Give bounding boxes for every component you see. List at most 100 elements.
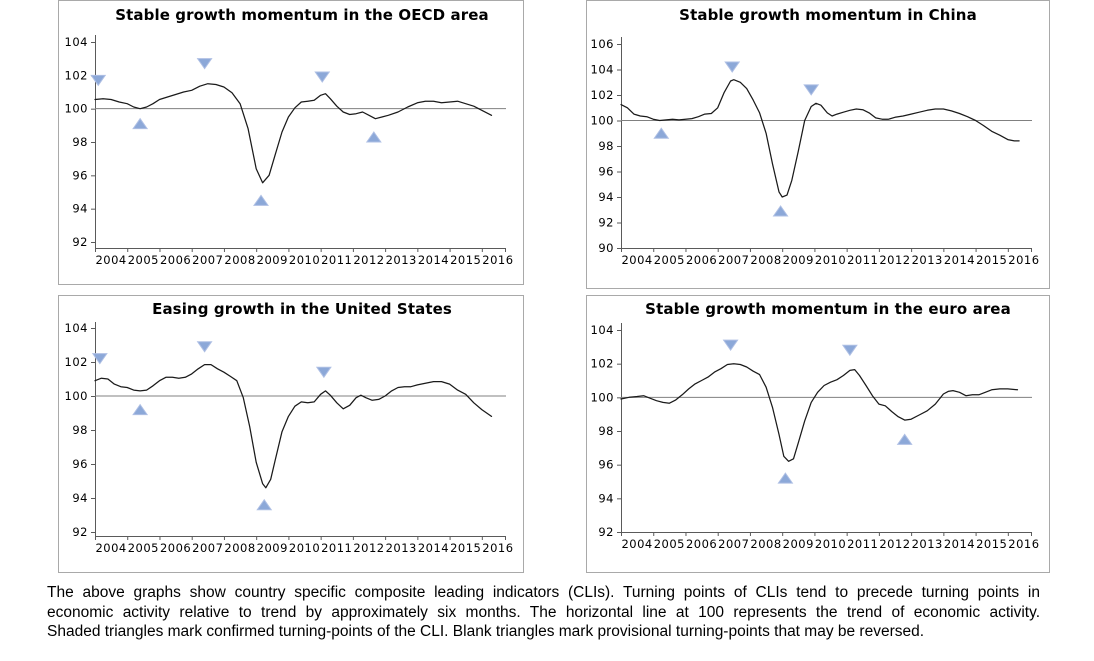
- turning-point-up-marker: [772, 205, 789, 217]
- chart-title-oecd: Stable growth momentum in the OECD area: [115, 6, 489, 24]
- x-tick-label: 2005: [128, 253, 159, 267]
- chart-title-china: Stable growth momentum in China: [679, 6, 977, 24]
- x-tick-label: 2006: [686, 537, 717, 551]
- y-tick-label: 92: [72, 235, 88, 249]
- chart-title-euro-area: Stable growth momentum in the euro area: [645, 300, 1011, 318]
- turning-point-down-marker: [196, 58, 213, 70]
- x-tick-label: 2010: [815, 537, 846, 551]
- turning-point-up-marker: [253, 194, 269, 206]
- x-tick-label: 2008: [224, 253, 255, 267]
- footnote-line-2: economic activity relative to trend by a…: [47, 603, 1040, 621]
- turning-point-up-marker: [132, 117, 149, 130]
- x-tick-label: 2015: [450, 253, 481, 267]
- x-tick-label: 2014: [944, 253, 975, 267]
- y-tick-label: 98: [72, 135, 88, 149]
- turning-point-down-marker: [91, 353, 108, 365]
- y-tick-label: 100: [591, 390, 614, 404]
- x-tick-label: 2008: [224, 541, 255, 555]
- x-tick-label: 2014: [944, 537, 975, 551]
- y-tick-label: 102: [591, 357, 614, 371]
- y-tick-label: 104: [591, 63, 614, 77]
- x-tick-label: 2008: [750, 537, 781, 551]
- x-tick-label: 2004: [95, 253, 126, 267]
- y-tick-label: 100: [591, 114, 614, 128]
- chart-plot-oecd: 92 94 96 98 100 102 104 2004 2005 2006 2007 2008 200…: [65, 35, 513, 267]
- cli-line: [94, 363, 493, 489]
- y-tick-label: 104: [65, 35, 88, 49]
- turning-point-down-marker: [314, 71, 331, 83]
- turning-point-down-marker: [90, 74, 107, 87]
- x-tick-label: 2012: [353, 541, 384, 555]
- x-tick-label: 2005: [654, 537, 685, 551]
- y-tick-label: 94: [72, 491, 88, 505]
- cli-line: [94, 83, 493, 184]
- turning-point-down-marker: [196, 341, 213, 353]
- x-tick-label: 2012: [879, 253, 910, 267]
- y-tick-label: 96: [598, 165, 614, 179]
- x-tick-label: 2007: [192, 541, 223, 555]
- x-tick-label: 2010: [289, 541, 320, 555]
- y-tick-label: 102: [591, 88, 614, 102]
- x-tick-label: 2010: [289, 253, 320, 267]
- x-tick-label: 2006: [686, 253, 717, 267]
- y-tick-label: 96: [72, 168, 88, 182]
- y-tick-label: 90: [598, 241, 614, 255]
- x-tick-label: 2004: [95, 541, 126, 555]
- x-tick-label: 2013: [386, 541, 417, 555]
- y-tick-label: 100: [65, 389, 88, 403]
- turning-point-down-marker: [722, 339, 739, 352]
- y-tick-label: 94: [72, 202, 88, 216]
- x-tick-label: 2004: [621, 253, 652, 267]
- y-tick-label: 98: [72, 423, 88, 437]
- x-tick-label: 2013: [386, 253, 417, 267]
- footnote-line-3: Shaded triangles mark confirmed turning-…: [47, 623, 925, 640]
- x-tick-label: 2015: [976, 253, 1007, 267]
- y-tick-label: 92: [598, 525, 614, 539]
- cli-line: [620, 363, 1019, 462]
- x-tick-label: 2008: [750, 253, 781, 267]
- x-tick-label: 2014: [418, 253, 449, 267]
- turning-point-up-marker: [896, 433, 913, 445]
- footnote-text: The above graphs show country specific c…: [47, 583, 1040, 642]
- x-tick-label: 2006: [160, 541, 191, 555]
- chart-panel-united-states: Easing growth in the United States 92 94 9…: [58, 295, 524, 573]
- y-tick-label: 104: [591, 323, 614, 337]
- x-tick-label: 2010: [815, 253, 846, 267]
- y-tick-label: 94: [598, 190, 614, 204]
- x-tick-label: 2016: [482, 253, 513, 267]
- footnote-line-1: The above graphs show country specific c…: [47, 584, 1040, 601]
- chart-plot-euro-area: 92 94 96 98 100 102 104 2004 2005 2006 2007 2008 200…: [591, 323, 1039, 551]
- x-tick-label: 2016: [1008, 537, 1039, 551]
- x-tick-label: 2006: [160, 253, 191, 267]
- x-tick-label: 2012: [879, 537, 910, 551]
- x-tick-label: 2011: [847, 537, 878, 551]
- y-tick-label: 106: [591, 37, 614, 51]
- chart-title-united-states: Easing growth in the United States: [152, 300, 452, 318]
- x-tick-label: 2007: [718, 537, 749, 551]
- y-tick-label: 98: [598, 424, 614, 438]
- y-tick-label: 92: [598, 216, 614, 230]
- y-tick-label: 98: [598, 139, 614, 153]
- x-tick-label: 2013: [912, 537, 943, 551]
- y-tick-label: 96: [598, 458, 614, 472]
- chart-panel-euro-area: Stable growth momentum in the euro area …: [586, 295, 1050, 573]
- x-tick-label: 2009: [783, 253, 814, 267]
- turning-point-down-marker: [724, 61, 741, 73]
- y-tick-label: 104: [65, 322, 88, 335]
- turning-point-down-marker: [315, 366, 332, 379]
- cli-line: [620, 79, 1020, 198]
- x-tick-label: 2011: [847, 253, 878, 267]
- turning-point-up-marker: [777, 472, 794, 484]
- chart-panel-oecd: Stable growth momentum in the OECD area …: [58, 0, 524, 285]
- y-tick-label: 94: [598, 491, 614, 505]
- x-tick-label: 2007: [192, 253, 223, 267]
- x-tick-label: 2009: [257, 541, 288, 555]
- x-tick-label: 2011: [321, 253, 352, 267]
- x-tick-label: 2012: [353, 253, 384, 267]
- x-tick-label: 2016: [482, 541, 513, 555]
- x-tick-label: 2007: [718, 253, 749, 267]
- y-tick-label: 92: [72, 525, 88, 539]
- x-tick-label: 2015: [976, 537, 1007, 551]
- x-tick-label: 2005: [128, 541, 159, 555]
